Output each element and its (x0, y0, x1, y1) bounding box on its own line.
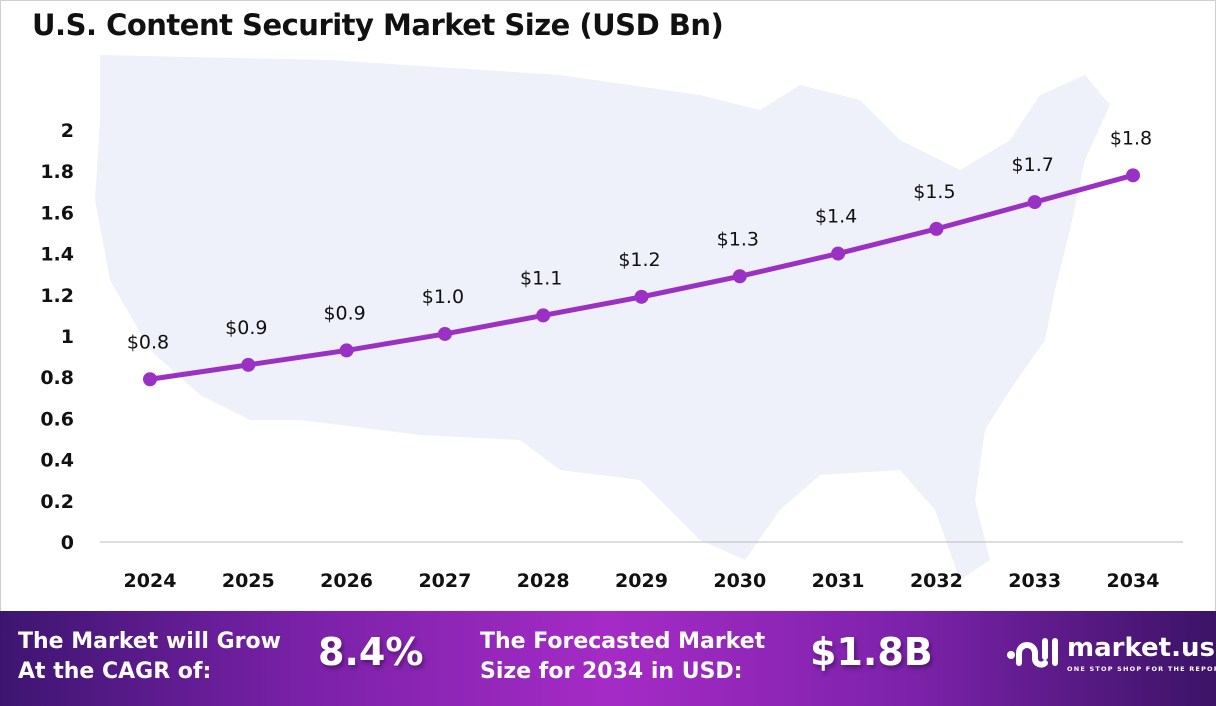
x-tick-label: 2034 (1107, 570, 1160, 592)
forecast-value: $1.8B (810, 630, 933, 674)
line-chart: 0 0.2 0.4 0.6 0.8 1 1.2 1.4 1.6 1.8 2 2024 2025 2026 2… (40, 55, 1183, 592)
x-tick-label: 2033 (1008, 570, 1061, 592)
y-tick-label: 1.8 (40, 161, 74, 183)
cagr-label: The Market will Grow At the CAGR of: (18, 627, 281, 687)
data-label: $0.9 (225, 317, 267, 339)
y-tick-label: 0.4 (40, 450, 74, 472)
data-label: $1.1 (520, 267, 562, 289)
market-us-logo: market.us ONE STOP SHOP FOR THE REPORTS (1005, 633, 1216, 677)
y-tick-label: 1 (61, 326, 74, 348)
chart-title: U.S. Content Security Market Size (USD B… (32, 8, 724, 42)
data-point (634, 289, 649, 304)
x-tick-label: 2025 (222, 570, 275, 592)
data-point (536, 308, 551, 323)
y-tick-label: 0.2 (40, 491, 74, 513)
data-label: $1.2 (618, 249, 660, 271)
data-label: $0.9 (323, 302, 365, 324)
us-map-background (95, 55, 1110, 580)
forecast-label-line-1: The Forecasted Market (480, 629, 766, 654)
x-tick-label: 2026 (320, 570, 373, 592)
data-point (143, 372, 157, 387)
data-label: $1.8 (1110, 127, 1152, 149)
data-label: $1.7 (1012, 154, 1054, 176)
x-tick-label: 2024 (124, 570, 177, 592)
y-tick-label: 0 (61, 532, 74, 554)
y-tick-label: 1.6 (40, 202, 74, 224)
data-point (929, 221, 944, 236)
y-tick-label: 0.8 (40, 367, 74, 389)
x-tick-label: 2029 (615, 570, 668, 592)
cagr-label-line-1: The Market will Grow (18, 629, 281, 654)
cagr-value: 8.4% (318, 630, 424, 674)
y-tick-label: 1.2 (40, 285, 74, 307)
data-label: $1.5 (913, 181, 955, 203)
x-tick-label: 2030 (713, 570, 766, 592)
summary-banner: The Market will Grow At the CAGR of: 8.4… (0, 611, 1216, 706)
cagr-label-line-2: At the CAGR of: (18, 659, 212, 684)
x-tick-label: 2027 (418, 570, 471, 592)
x-tick-label: 2028 (517, 570, 570, 592)
data-point (437, 326, 452, 341)
x-tick-label: 2031 (812, 570, 865, 592)
y-tick-label: 2 (61, 120, 74, 142)
logo-icon (1007, 638, 1058, 668)
data-point (732, 269, 747, 284)
x-tick-label: 2032 (910, 570, 963, 592)
data-label: $1.0 (422, 286, 464, 308)
forecast-label: The Forecasted Market Size for 2034 in U… (480, 627, 765, 687)
data-point (241, 357, 256, 372)
logo-tagline: ONE STOP SHOP FOR THE REPORTS (1067, 665, 1216, 673)
data-label: $0.8 (127, 331, 169, 353)
data-point (339, 343, 354, 358)
data-point (1126, 168, 1140, 183)
data-point (1027, 195, 1042, 210)
data-label: $1.4 (815, 206, 857, 228)
y-tick-label: 1.4 (40, 244, 74, 266)
y-tick-label: 0.6 (40, 408, 74, 430)
data-label: $1.3 (717, 228, 759, 250)
forecast-label-line-2: Size for 2034 in USD: (480, 659, 743, 684)
logo-name: market.us (1067, 633, 1215, 663)
data-point (831, 246, 846, 261)
